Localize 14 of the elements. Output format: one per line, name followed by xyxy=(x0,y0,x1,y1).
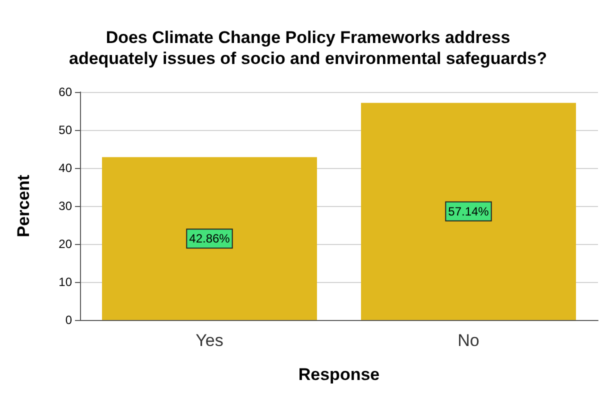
data-label: 42.86% xyxy=(189,232,230,246)
y-tick-label: 30 xyxy=(58,199,72,213)
y-tick-label: 0 xyxy=(65,313,72,327)
x-axis-title: Response xyxy=(298,365,380,384)
data-label: 57.14% xyxy=(448,204,490,218)
x-tick-label: No xyxy=(458,331,480,350)
y-tick-label: 10 xyxy=(58,275,72,289)
y-tick-label: 60 xyxy=(58,85,72,99)
y-tick-label: 50 xyxy=(58,123,72,137)
y-tick-label: 20 xyxy=(58,237,72,251)
y-axis-title: Percent xyxy=(14,174,33,238)
x-tick-label: Yes xyxy=(196,331,224,350)
chart-title: Does Climate Change Policy Frameworks address adequately issues of socio and environmental safeguards? xyxy=(68,28,548,68)
y-tick-label: 40 xyxy=(58,161,72,175)
